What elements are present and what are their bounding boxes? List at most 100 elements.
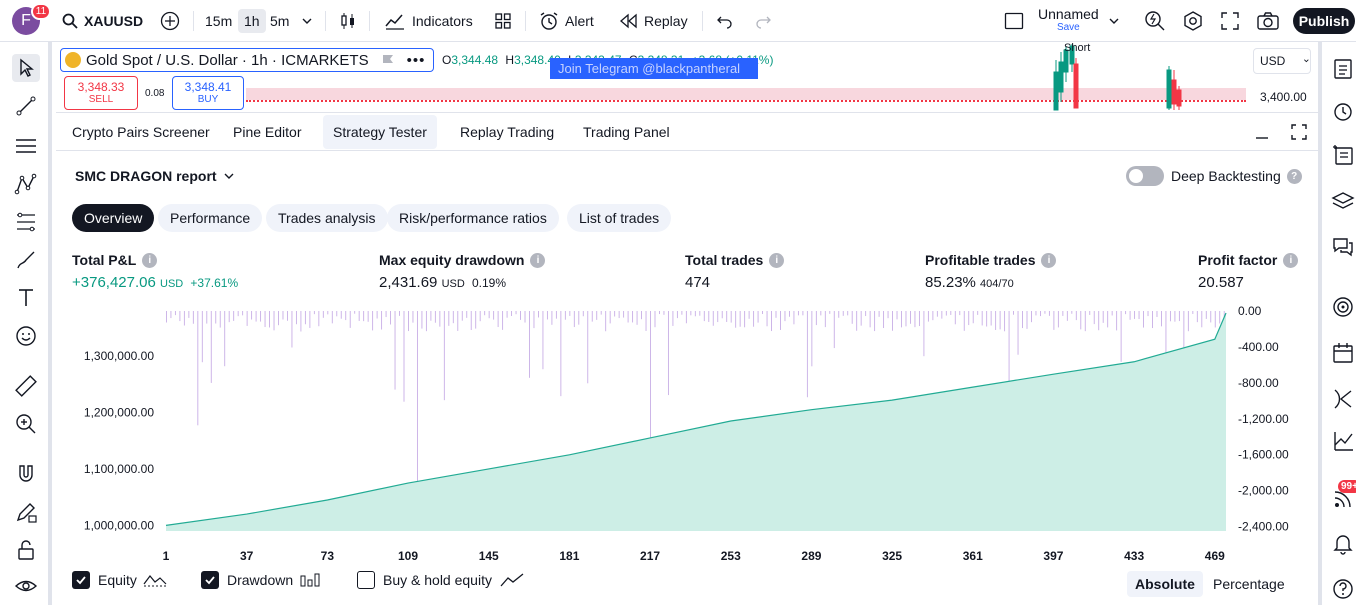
buy-hold-toggle[interactable]: Buy & hold equity bbox=[357, 571, 524, 589]
info-icon[interactable]: i bbox=[530, 252, 546, 268]
tab-pine-editor[interactable]: Pine Editor bbox=[233, 124, 302, 140]
buy-button[interactable]: 3,348.41 BUY bbox=[172, 76, 244, 110]
layers-button[interactable] bbox=[1330, 188, 1356, 214]
drawdown-toggle[interactable]: Drawdown bbox=[201, 571, 321, 589]
fullscreen-button[interactable] bbox=[1220, 9, 1240, 33]
object-tree-button[interactable] bbox=[1330, 142, 1356, 168]
absolute-mode-button[interactable]: Absolute bbox=[1127, 571, 1203, 597]
strategy-report-dropdown[interactable]: SMC DRAGON report bbox=[75, 168, 235, 184]
tab-replay-trading[interactable]: Replay Trading bbox=[460, 124, 555, 140]
settings-button[interactable] bbox=[1182, 9, 1204, 33]
drawdown-checkbox[interactable] bbox=[201, 571, 219, 589]
drawdown-bar bbox=[358, 311, 360, 321]
equity-drawdown-chart[interactable]: 1,300,000.00 1,200,000.00 1,100,000.00 1,00… bbox=[56, 303, 1318, 563]
drawdown-bar bbox=[439, 311, 441, 327]
notifications-button[interactable] bbox=[1330, 530, 1356, 556]
drawdown-bar bbox=[1017, 311, 1019, 355]
maximize-panel-button[interactable] bbox=[1290, 123, 1308, 146]
tab-strategy-tester[interactable]: Strategy Tester bbox=[323, 115, 437, 149]
stream-button[interactable] bbox=[1330, 486, 1356, 512]
question-icon bbox=[1333, 579, 1353, 599]
sell-button[interactable]: 3,348.33 SELL bbox=[64, 76, 138, 110]
replay-label: Replay bbox=[644, 13, 688, 29]
subtab-performance[interactable]: Performance bbox=[158, 204, 263, 232]
deep-backtesting-toggle[interactable] bbox=[1126, 166, 1164, 186]
fullscreen-layout-icon[interactable] bbox=[1004, 9, 1024, 33]
price-chart-area[interactable]: Short Gold Spot / U.S. Dollar · 1h · ICM… bbox=[56, 42, 1318, 112]
hide-drawings-tool[interactable] bbox=[12, 572, 40, 600]
subtab-list-of-trades[interactable]: List of trades bbox=[567, 204, 672, 232]
measure-tool[interactable] bbox=[12, 372, 40, 400]
alert-button[interactable]: Alert bbox=[539, 9, 594, 33]
redo-button[interactable] bbox=[754, 9, 772, 33]
indicators-button[interactable]: Indicators bbox=[384, 9, 473, 33]
symbol-title-box[interactable]: Gold Spot / U.S. Dollar · 1h · ICMARKETS… bbox=[60, 48, 434, 72]
text-tool[interactable] bbox=[12, 284, 40, 312]
interval-1h[interactable]: 1h bbox=[238, 9, 266, 33]
sell-label: SELL bbox=[88, 94, 114, 105]
undo-button[interactable] bbox=[716, 9, 734, 33]
info-icon[interactable]: ? bbox=[1286, 168, 1302, 184]
chats-button[interactable] bbox=[1330, 234, 1356, 260]
subtab-trades-analysis[interactable]: Trades analysis bbox=[266, 204, 388, 232]
currency-select[interactable]: USD bbox=[1253, 48, 1311, 74]
info-icon[interactable]: i bbox=[142, 252, 158, 268]
layout-name-button[interactable]: Unnamed Save bbox=[1038, 7, 1099, 33]
report-title: SMC DRAGON report bbox=[75, 168, 217, 184]
lock-drawings-tool[interactable] bbox=[12, 536, 40, 564]
zoom-tool[interactable] bbox=[12, 410, 40, 438]
deep-backtesting-label: Deep Backtesting bbox=[1171, 168, 1281, 184]
trend-line-tool[interactable] bbox=[12, 92, 40, 120]
tab-crypto-pairs-screener[interactable]: Crypto Pairs Screener bbox=[72, 124, 210, 140]
more-icon[interactable]: ••• bbox=[406, 51, 426, 69]
snapshot-button[interactable] bbox=[1256, 9, 1280, 33]
drawdown-bar bbox=[784, 311, 786, 322]
drawdown-bar bbox=[201, 311, 203, 363]
info-icon[interactable]: i bbox=[1283, 252, 1299, 268]
alerts-button[interactable] bbox=[1330, 98, 1356, 124]
equity-toggle[interactable]: Equity bbox=[72, 571, 167, 589]
drawing-mode-tool[interactable] bbox=[12, 498, 40, 526]
drawdown-bar bbox=[538, 311, 539, 318]
drawdown-bar bbox=[278, 311, 279, 326]
pine-indicator-button[interactable] bbox=[1330, 386, 1356, 412]
brush-tool[interactable] bbox=[12, 246, 40, 274]
equity-checkbox[interactable] bbox=[72, 571, 90, 589]
buy-hold-checkbox[interactable] bbox=[357, 571, 375, 589]
watchlist-button[interactable] bbox=[1330, 56, 1356, 82]
compare-button[interactable] bbox=[160, 9, 180, 33]
interval-5m[interactable]: 5m bbox=[270, 13, 290, 29]
symbol-search-button[interactable]: XAUUSD bbox=[62, 9, 143, 33]
replay-button[interactable]: Replay bbox=[620, 9, 688, 33]
layouts-button[interactable] bbox=[494, 9, 512, 33]
drawdown-bar bbox=[1089, 311, 1091, 315]
ideas-button[interactable] bbox=[1330, 294, 1356, 320]
interval-15m[interactable]: 15m bbox=[205, 13, 233, 29]
info-icon[interactable]: i bbox=[769, 252, 785, 268]
subtab-overview[interactable]: Overview bbox=[72, 204, 155, 232]
magnet-tool[interactable] bbox=[12, 460, 40, 488]
alert-label: Alert bbox=[565, 13, 594, 29]
cursor-tool[interactable] bbox=[12, 54, 40, 82]
fib-tool[interactable] bbox=[12, 208, 40, 236]
info-icon[interactable]: i bbox=[1041, 252, 1057, 268]
percentage-mode-button[interactable]: Percentage bbox=[1213, 576, 1285, 592]
emoji-tool[interactable] bbox=[12, 322, 40, 350]
drawdown-bar bbox=[1205, 311, 1207, 319]
subtab-risk-performance-ratios[interactable]: Risk/performance ratios bbox=[387, 204, 559, 232]
x-axis-tick: 145 bbox=[479, 549, 499, 563]
publish-button[interactable]: Publish bbox=[1293, 8, 1355, 34]
help-button[interactable] bbox=[1330, 576, 1356, 602]
horizontal-lines-tool[interactable] bbox=[12, 132, 40, 160]
drawdown-bar bbox=[860, 311, 862, 326]
calendar-button[interactable] bbox=[1330, 340, 1356, 366]
flag-icon[interactable] bbox=[381, 53, 395, 67]
minimize-panel-button[interactable] bbox=[1254, 125, 1270, 146]
layout-menu-dropdown[interactable] bbox=[1108, 9, 1120, 33]
tab-trading-panel[interactable]: Trading Panel bbox=[583, 124, 670, 140]
pattern-tool[interactable] bbox=[12, 170, 40, 198]
quick-search-button[interactable] bbox=[1144, 9, 1166, 33]
interval-dropdown[interactable] bbox=[301, 9, 313, 33]
chart-type-button[interactable] bbox=[338, 9, 358, 33]
signals-button[interactable] bbox=[1330, 428, 1356, 454]
